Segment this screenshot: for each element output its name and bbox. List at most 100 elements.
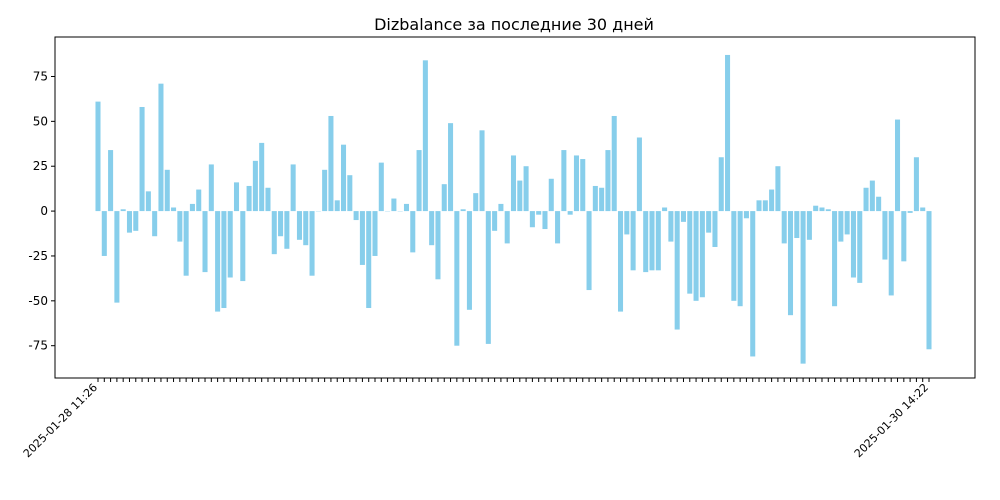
bar xyxy=(605,150,611,212)
x-tick-label: 2025-01-28 11:26 xyxy=(21,381,100,460)
bar xyxy=(926,211,932,350)
bar xyxy=(756,200,762,212)
bar xyxy=(240,211,246,282)
bar xyxy=(366,211,372,309)
bar xyxy=(787,211,794,316)
bar xyxy=(158,83,164,212)
bars-group xyxy=(95,54,932,364)
bar xyxy=(655,211,661,271)
y-tick-label: -75 xyxy=(28,339,48,353)
bar xyxy=(473,193,479,212)
bar xyxy=(485,211,491,344)
bar xyxy=(548,178,554,212)
bar xyxy=(441,184,447,212)
bar xyxy=(762,200,768,212)
bar xyxy=(674,211,680,330)
bar xyxy=(542,211,548,230)
bar xyxy=(322,169,328,212)
bar xyxy=(95,101,101,212)
bar xyxy=(359,211,365,265)
bar xyxy=(227,211,233,278)
bar xyxy=(120,209,126,212)
y-tick-label: 0 xyxy=(40,204,48,218)
chart-title: Dizbalance за последние 30 дней xyxy=(374,15,654,34)
bar xyxy=(189,203,195,212)
bar xyxy=(618,211,624,312)
y-axis: -75 -50 -25 0 25 50 75 xyxy=(28,69,55,353)
x-axis: 2025-01-28 11:26 2025-01-30 14:22 xyxy=(21,378,931,460)
bar xyxy=(202,211,208,273)
bar xyxy=(479,130,485,212)
bar xyxy=(152,211,158,237)
bar xyxy=(233,182,240,212)
bar xyxy=(737,211,743,307)
bar xyxy=(145,191,151,212)
y-tick-label: 50 xyxy=(33,114,48,128)
y-tick-label: 75 xyxy=(33,69,48,83)
bar xyxy=(668,211,674,242)
bar xyxy=(838,211,844,242)
bar xyxy=(252,160,258,212)
bar xyxy=(712,211,718,247)
bar xyxy=(907,211,913,213)
bar xyxy=(806,211,812,240)
bar xyxy=(284,211,290,249)
bar xyxy=(662,207,668,212)
bar xyxy=(460,209,466,212)
bar xyxy=(775,166,781,212)
bar xyxy=(410,211,416,253)
bar xyxy=(599,187,605,212)
bar xyxy=(586,211,592,291)
bar xyxy=(265,187,271,212)
bar xyxy=(246,185,252,212)
bar xyxy=(221,211,227,309)
bar xyxy=(492,211,498,231)
bar xyxy=(435,211,441,280)
bar xyxy=(504,211,510,244)
bar xyxy=(101,211,107,256)
bar xyxy=(171,207,177,212)
bar xyxy=(813,205,819,212)
bar xyxy=(510,155,517,212)
bar xyxy=(303,211,309,246)
y-tick-label: 25 xyxy=(33,159,48,173)
bar xyxy=(832,211,838,307)
bar xyxy=(259,142,265,212)
bar xyxy=(372,211,378,256)
bar xyxy=(448,123,454,212)
bar xyxy=(825,209,831,212)
bar xyxy=(466,211,472,310)
bar xyxy=(844,211,850,235)
bar xyxy=(164,169,170,212)
bar xyxy=(126,211,132,233)
bar xyxy=(725,54,731,212)
bar xyxy=(278,211,284,237)
bar xyxy=(857,211,863,283)
bar xyxy=(636,137,642,212)
bar xyxy=(895,119,901,212)
bar xyxy=(624,211,630,235)
bar xyxy=(309,211,315,276)
bar xyxy=(699,211,705,298)
bar xyxy=(781,211,787,244)
bar xyxy=(290,164,296,212)
bar xyxy=(643,211,649,273)
bar xyxy=(536,211,542,215)
bar xyxy=(517,180,523,212)
bar xyxy=(353,211,359,221)
bar xyxy=(334,200,340,212)
bar xyxy=(750,211,756,357)
bar xyxy=(454,211,460,346)
bar xyxy=(920,207,926,212)
bar xyxy=(706,211,712,233)
x-tick-label: 2025-01-30 14:22 xyxy=(852,381,931,460)
bar xyxy=(177,211,183,242)
bar xyxy=(133,211,139,231)
bar xyxy=(611,115,617,212)
bar xyxy=(183,211,189,276)
bar xyxy=(416,150,422,212)
bar xyxy=(850,211,856,278)
bar xyxy=(403,203,409,212)
bar xyxy=(718,157,724,212)
